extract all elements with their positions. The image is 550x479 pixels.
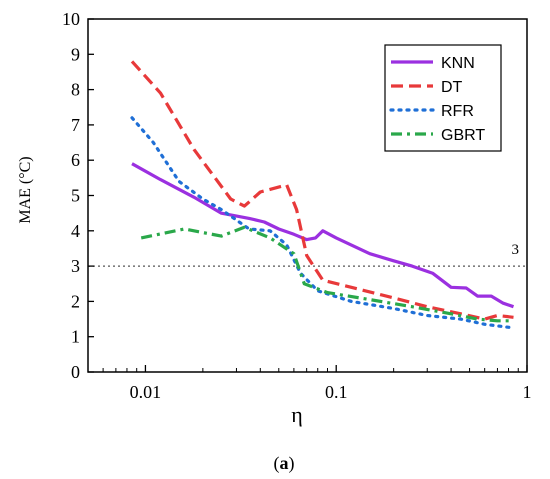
legend-label-gbrt: GBRT: [441, 127, 485, 144]
legend-label-knn: KNN: [441, 55, 475, 72]
series-line-gbrt: [140, 225, 514, 323]
y-axis-title: MAE (°C): [17, 156, 34, 223]
reference-line-label: 3: [512, 242, 520, 258]
y-tick-label: 4: [71, 221, 80, 241]
x-tick-label: 1: [523, 382, 532, 402]
series-line-rfr: [130, 116, 516, 330]
legend: KNN DT RFR GBRT: [384, 44, 502, 152]
y-tick-label: 10: [62, 9, 80, 29]
figure-caption: (a): [274, 453, 295, 474]
y-tick-label: 1: [71, 327, 80, 347]
y-tick-label: 3: [71, 256, 80, 276]
legend-label-rfr: RFR: [441, 103, 474, 120]
series-line-knn: [131, 162, 515, 309]
axes: 0 1 2 3 4 5 6 7 8 9 10 0.01 0.1 1: [62, 9, 532, 402]
y-tick-label: 0: [71, 362, 80, 382]
x-tick-label: 0.01: [130, 382, 162, 402]
y-tick-label: 9: [71, 44, 80, 64]
y-tick-label: 2: [71, 291, 80, 311]
y-tick-label: 5: [71, 186, 80, 206]
y-tick-label: 7: [71, 115, 80, 135]
series-line-dt: [130, 60, 514, 321]
x-tick-label: 0.1: [325, 382, 348, 402]
y-tick-label: 8: [71, 80, 80, 100]
legend-label-dt: DT: [441, 79, 463, 96]
plot-lines: 3: [88, 60, 527, 330]
x-axis-title: η: [291, 402, 303, 427]
y-tick-label: 6: [71, 150, 80, 170]
